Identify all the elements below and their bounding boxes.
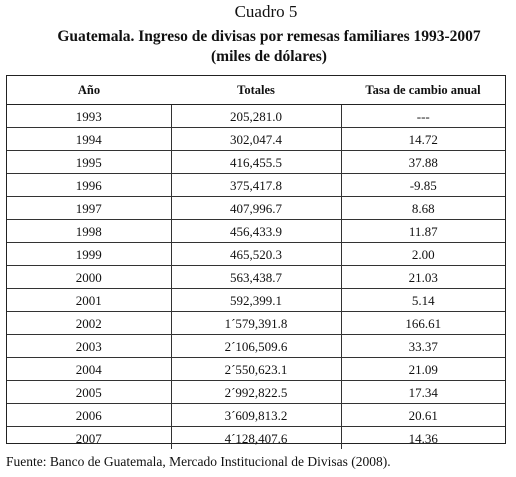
cell-year: 1995 xyxy=(7,150,172,174)
cell-total: 1´579,391.8 xyxy=(171,311,342,335)
table-header-row: Año Totales Tasa de cambio anual xyxy=(7,76,505,105)
cell-total: 465,520.3 xyxy=(171,242,342,266)
cell-year: 2005 xyxy=(7,380,172,404)
cell-change-rate: 11.87 xyxy=(341,219,505,243)
table-row: 1998 456,433.9 11.87 xyxy=(7,219,505,243)
remittances-table-frame: Año Totales Tasa de cambio anual 1993 205… xyxy=(6,75,506,449)
table-row: 1999 465,520.3 2.00 xyxy=(7,242,505,266)
cell-year: 2003 xyxy=(7,334,172,358)
cell-year: 1999 xyxy=(7,242,172,266)
cell-year: 2000 xyxy=(7,265,172,289)
cell-change-rate: 21.09 xyxy=(341,357,505,381)
cell-change-rate: 14.72 xyxy=(341,127,505,151)
cell-year: 1997 xyxy=(7,196,172,220)
cell-year: 2001 xyxy=(7,288,172,312)
cell-total: 3´609,813.2 xyxy=(171,403,342,427)
cell-total: 407,996.7 xyxy=(171,196,342,220)
header-totals: Totales xyxy=(171,76,341,105)
remittances-table: Año Totales Tasa de cambio anual 1993 205… xyxy=(7,76,505,449)
table-title: Guatemala. Ingreso de divisas por remesa… xyxy=(57,28,481,45)
table-row: 2006 3´609,813.2 20.61 xyxy=(7,403,505,427)
header-annual-change-rate: Tasa de cambio anual xyxy=(341,76,505,105)
cell-change-rate: 33.37 xyxy=(341,334,505,358)
source-note: Fuente: Banco de Guatemala, Mercado Inst… xyxy=(6,454,391,469)
cell-total: 416,455.5 xyxy=(171,150,342,174)
cell-total: 2´550,623.1 xyxy=(171,357,342,381)
cell-year: 1998 xyxy=(7,219,172,243)
cell-year: 2002 xyxy=(7,311,172,335)
cell-year: 2007 xyxy=(7,426,172,449)
cell-change-rate: 8.68 xyxy=(341,196,505,220)
table-row: 1995 416,455.5 37.88 xyxy=(7,150,505,174)
table-row: 2007 4´128,407.6 14.36 xyxy=(7,426,505,449)
cell-year: 1993 xyxy=(7,104,172,128)
table-row: 1993 205,281.0 --- xyxy=(7,104,505,128)
cell-total: 375,417.8 xyxy=(171,173,342,197)
cell-total: 302,047.4 xyxy=(171,127,342,151)
cell-total: 205,281.0 xyxy=(171,104,342,128)
cell-year: 1996 xyxy=(7,173,172,197)
cell-change-rate: 17.34 xyxy=(341,380,505,404)
cell-total: 4´128,407.6 xyxy=(171,426,342,449)
table-row: 2001 592,399.1 5.14 xyxy=(7,288,505,312)
cell-change-rate: 2.00 xyxy=(341,242,505,266)
cell-change-rate: -9.85 xyxy=(341,173,505,197)
table-body: 1993 205,281.0 --- 1994 302,047.4 14.72 1995 41… xyxy=(7,104,505,449)
table-subtitle: (miles de dólares) xyxy=(211,48,327,65)
cell-total: 2´992,822.5 xyxy=(171,380,342,404)
cell-change-rate: 37.88 xyxy=(341,150,505,174)
table-row: 2002 1´579,391.8 166.61 xyxy=(7,311,505,335)
cell-change-rate: 14.36 xyxy=(341,426,505,449)
table-row: 2003 2´106,509.6 33.37 xyxy=(7,334,505,358)
table-row: 1997 407,996.7 8.68 xyxy=(7,196,505,220)
cell-year: 2004 xyxy=(7,357,172,381)
table-row: 2005 2´992,822.5 17.34 xyxy=(7,380,505,404)
table-caption-label: Cuadro 5 xyxy=(234,2,298,21)
cell-change-rate: 5.14 xyxy=(341,288,505,312)
table-row: 1994 302,047.4 14.72 xyxy=(7,127,505,151)
cell-change-rate: --- xyxy=(416,108,430,124)
cell-total: 592,399.1 xyxy=(171,288,342,312)
cell-change-rate: 20.61 xyxy=(341,403,505,427)
cell-change-rate: 21.03 xyxy=(341,265,505,289)
table-row: 2004 2´550,623.1 21.09 xyxy=(7,357,505,381)
cell-change-rate: 166.61 xyxy=(341,311,505,335)
header-year: Año xyxy=(7,76,171,105)
cell-year: 2006 xyxy=(7,403,172,427)
cell-year: 1994 xyxy=(7,127,172,151)
cell-total: 456,433.9 xyxy=(171,219,342,243)
cell-total: 563,438.7 xyxy=(171,265,342,289)
table-row: 1996 375,417.8 -9.85 xyxy=(7,173,505,197)
cell-total: 2´106,509.6 xyxy=(171,334,342,358)
table-row: 2000 563,438.7 21.03 xyxy=(7,265,505,289)
